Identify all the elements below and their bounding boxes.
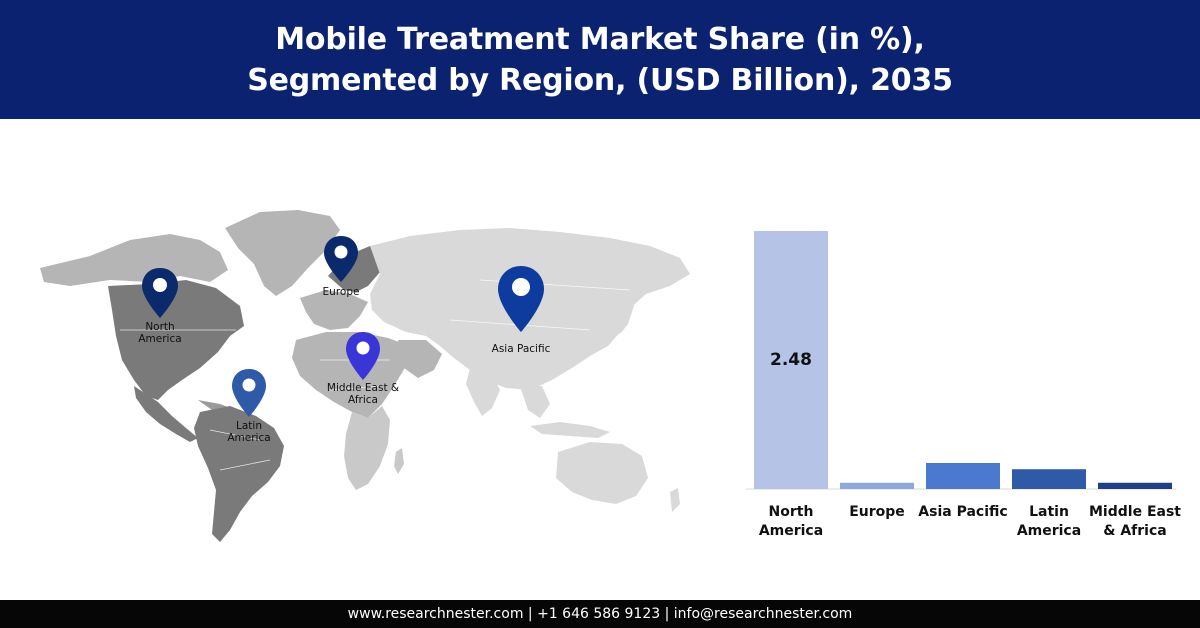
data-label-0: 2.48 <box>770 350 812 370</box>
scandinavia-shape <box>328 246 386 292</box>
footer-separator-2: | <box>660 606 674 622</box>
bar-3 <box>1012 469 1086 489</box>
north-africa-shape <box>292 332 410 418</box>
pin-north-america-icon <box>142 268 178 318</box>
central-america-shape <box>134 386 198 442</box>
new-zealand-shape <box>670 488 680 512</box>
pin-label-latin-america: Latin America <box>219 420 279 444</box>
pin-label-north-america-line2: America <box>138 333 182 345</box>
bar-1 <box>840 482 914 489</box>
se-asia-shape <box>520 386 550 418</box>
pin-label-europe-line1: Europe <box>322 286 360 298</box>
pin-latin-america-icon <box>232 369 266 417</box>
pin-label-middle-east-africa-line1: Middle East & <box>326 382 400 394</box>
arctic-canada-shape <box>40 234 228 286</box>
world-map: North America Europe Asia Pacific Middle… <box>30 190 710 580</box>
chart-title-line-2: Segmented by Region, (USD Billion), 2035 <box>247 62 953 98</box>
x-tick-label-0-line-0: North <box>769 504 814 520</box>
map-pins <box>142 236 544 417</box>
x-tick-label-1-line-0: Europe <box>849 504 905 520</box>
footer-bar: www.researchnester.com | +1 646 586 9123… <box>0 600 1200 628</box>
x-tick-label-3-line-0: Latin <box>1029 504 1069 520</box>
pin-label-europe: Europe <box>311 286 371 298</box>
chart-title-line-1: Mobile Treatment Market Share (in %), <box>275 21 925 57</box>
pin-label-latin-america-line2: America <box>227 432 271 444</box>
bar-4 <box>1098 482 1172 489</box>
pin-label-asia-pacific: Asia Pacific <box>476 343 566 355</box>
india-shape <box>466 368 500 416</box>
bar-chart-svg: 2.48 North America Europe Asia Pacific Latin A… <box>746 231 1181 539</box>
south-america-shape <box>194 406 284 542</box>
western-europe-shape <box>300 290 368 330</box>
footer-phone[interactable]: +1 646 586 9123 <box>537 606 661 622</box>
greenland-shape <box>225 210 340 296</box>
footer-email[interactable]: info@researchnester.com <box>673 606 853 622</box>
footer-website[interactable]: www.researchnester.com <box>347 606 524 622</box>
x-tick-label-4-line-1: & Africa <box>1103 523 1166 539</box>
x-tick-label-4-line-0: Middle East <box>1089 504 1181 520</box>
header-banner: Mobile Treatment Market Share (in %), Se… <box>0 0 1200 119</box>
australia-shape <box>556 442 648 504</box>
pin-label-middle-east-africa-line2: Africa <box>348 394 378 406</box>
pin-europe-icon <box>324 236 358 282</box>
pin-label-north-america: North America <box>130 321 190 345</box>
southern-africa-shape <box>344 406 390 490</box>
pin-label-middle-east-africa: Middle East & Africa <box>318 382 408 406</box>
pin-label-asia-pacific-line1: Asia Pacific <box>491 343 551 355</box>
pin-label-north-america-line1: North <box>145 321 175 333</box>
bar-2 <box>926 462 1000 489</box>
bar-0 <box>754 231 828 489</box>
footer-separator-1: | <box>523 606 538 622</box>
bar-chart: 2.48 North America Europe Asia Pacific Latin A… <box>740 215 1181 550</box>
x-tick-label-3-line-1: America <box>1017 523 1081 539</box>
x-tick-label-2-line-0: Asia Pacific <box>918 504 1007 520</box>
indonesia-shape <box>530 422 610 438</box>
x-tick-label-0-line-1: America <box>759 523 823 539</box>
arabia-shape <box>398 340 442 378</box>
pin-label-latin-america-line1: Latin <box>236 420 262 432</box>
madagascar-shape <box>394 448 404 474</box>
pin-asia-pacific-icon <box>498 266 544 332</box>
north-america-shape <box>108 280 244 400</box>
japan-shape <box>614 294 634 334</box>
pin-middle-east-africa-icon <box>346 332 380 380</box>
